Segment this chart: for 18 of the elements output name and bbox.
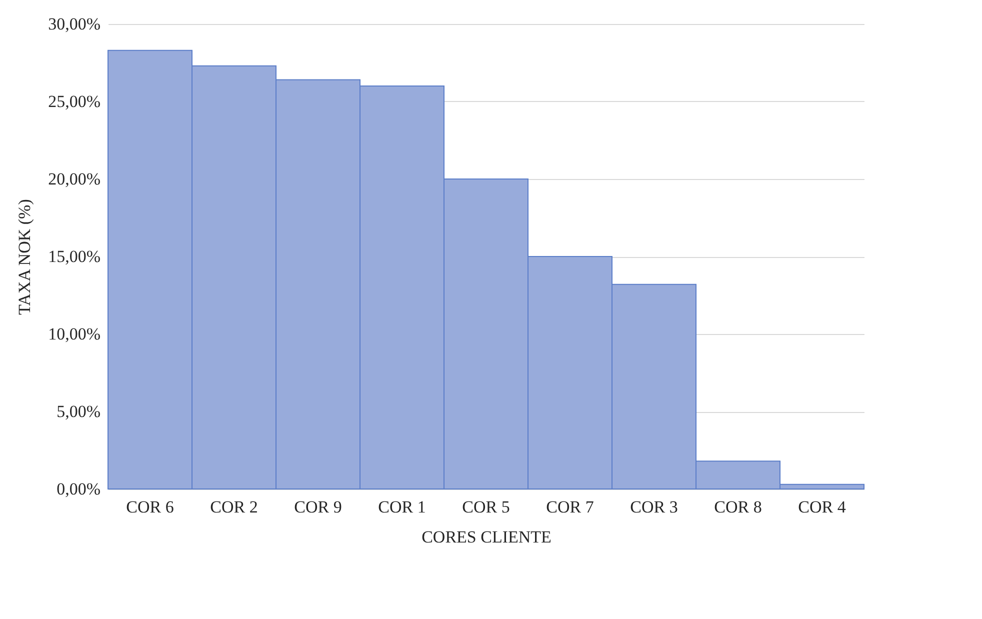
x-tick-label: COR 9 bbox=[294, 498, 342, 516]
x-tick-label: COR 4 bbox=[798, 498, 846, 516]
y-tick-label: 5,00% bbox=[56, 402, 100, 421]
y-axis-title: TAXA NOK (%) bbox=[15, 199, 34, 315]
y-tick-label: 0,00% bbox=[56, 480, 100, 498]
y-tick-label: 20,00% bbox=[48, 170, 100, 188]
x-tick-label: COR 7 bbox=[546, 498, 594, 516]
x-tick-label: COR 1 bbox=[378, 498, 426, 516]
x-tick-label: COR 3 bbox=[630, 498, 678, 516]
x-tick-label: COR 5 bbox=[462, 498, 510, 516]
x-tick-label: COR 2 bbox=[210, 498, 258, 516]
x-tick-label: COR 8 bbox=[714, 498, 762, 516]
y-tick-label: 30,00% bbox=[48, 14, 100, 34]
y-tick-label: 10,00% bbox=[48, 324, 100, 344]
x-tick-label: COR 6 bbox=[126, 498, 174, 516]
y-tick-label: 25,00% bbox=[48, 92, 100, 111]
x-axis-title: CORES CLIENTE bbox=[422, 528, 552, 546]
y-tick-label: 15,00% bbox=[48, 247, 100, 266]
